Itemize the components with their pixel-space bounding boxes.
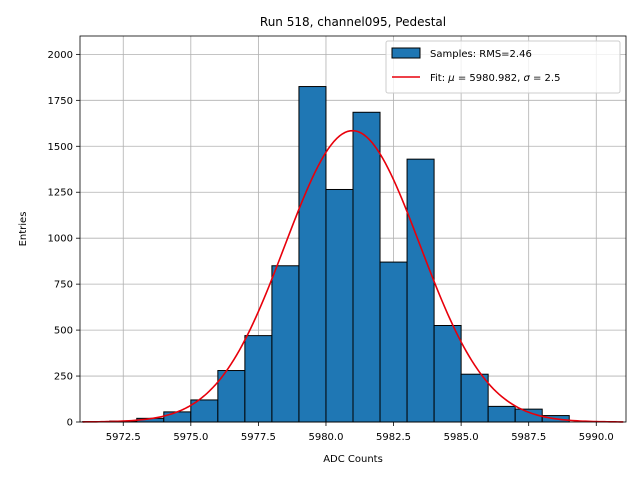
y-axis-ticks: 0 250 500 750 1000 1250 1500 1750 2000 <box>48 50 80 429</box>
legend-fit-sigma-symbol: σ <box>523 73 530 84</box>
x-axis-ticks: 5972.5 5975.0 5977.5 5980.0 5982.5 5985.0 5987… <box>106 422 614 443</box>
legend: Samples: RMS=2.46 Fit: μ = 5980.982, σ =… <box>385 40 621 94</box>
x-tick-label: 5982.5 <box>376 432 411 443</box>
y-tick-label: 250 <box>54 372 73 383</box>
fit-curve <box>82 129 624 423</box>
legend-fit-mu-symbol: μ <box>447 73 454 84</box>
chart-title: Run 518, channel095, Pedestal <box>260 15 446 29</box>
x-tick-label: 5980.0 <box>308 432 343 443</box>
y-tick-label: 0 <box>67 418 73 429</box>
x-tick-label: 5987.5 <box>511 432 546 443</box>
plot-frame <box>79 35 627 423</box>
legend-box <box>385 40 621 94</box>
y-tick-label: 1000 <box>48 234 73 245</box>
histogram-bar <box>244 335 273 423</box>
x-tick-label: 5977.5 <box>241 432 276 443</box>
histogram-bar <box>406 158 435 423</box>
x-axis-label: ADC Counts <box>323 454 383 465</box>
y-tick-label: 500 <box>54 326 73 337</box>
histogram-bar <box>433 325 462 423</box>
y-tick-label: 750 <box>54 280 73 291</box>
histogram-bar <box>271 265 300 423</box>
legend-fit-suffix: = 2.5 <box>530 73 561 84</box>
histogram-bar <box>298 86 327 423</box>
histogram-bars <box>82 86 570 423</box>
legend-fit-prefix: Fit: <box>430 73 448 84</box>
histogram-bar <box>217 370 246 423</box>
y-axis-label: Entries <box>18 212 29 247</box>
legend-label-samples: Samples: RMS=2.46 <box>430 49 532 60</box>
histogram-bar <box>379 261 408 423</box>
legend-label-fit: Fit: μ = 5980.982, σ = 2.5 <box>430 73 560 84</box>
histogram-bar <box>325 188 354 423</box>
x-tick-label: 5975.0 <box>173 432 208 443</box>
fit-curve-group <box>82 129 624 423</box>
y-tick-label: 1750 <box>48 96 73 107</box>
x-tick-label: 5990.0 <box>579 432 614 443</box>
histogram-bar <box>487 405 516 423</box>
histogram-bar <box>460 373 489 423</box>
y-tick-label: 1500 <box>48 142 73 153</box>
y-tick-label: 1250 <box>48 188 73 199</box>
histogram-bar <box>352 111 381 423</box>
histogram-bar <box>163 411 192 423</box>
legend-swatch-samples <box>391 47 421 59</box>
y-tick-label: 2000 <box>48 50 73 61</box>
x-tick-label: 5972.5 <box>106 432 141 443</box>
x-tick-label: 5985.0 <box>444 432 479 443</box>
legend-fit-mid: = 5980.982, <box>455 73 524 84</box>
